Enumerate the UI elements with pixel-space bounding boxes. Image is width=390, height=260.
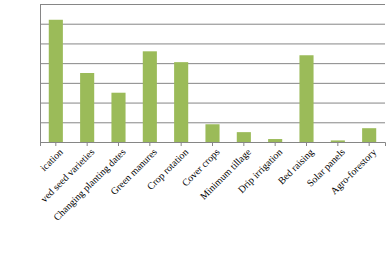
bar — [331, 140, 345, 142]
grid-line — [40, 24, 385, 25]
bar — [205, 124, 219, 142]
x-tick-label: ved seed varieties — [38, 146, 96, 204]
x-tick-mark — [87, 142, 88, 146]
x-tick-mark — [337, 142, 338, 146]
x-tick: ication — [38, 142, 65, 173]
x-tick-mark — [118, 142, 119, 146]
bar — [49, 20, 63, 142]
x-axis: icationved seed varietiesChanging planti… — [38, 142, 386, 223]
x-tick-mark — [369, 142, 370, 146]
x-tick-mark — [306, 142, 307, 146]
x-tick-mark — [275, 142, 276, 146]
x-tick-label: ication — [38, 146, 65, 173]
bar — [80, 73, 94, 142]
chart: icationved seed varietiesChanging planti… — [0, 0, 390, 260]
bar — [299, 55, 313, 142]
bar — [362, 128, 376, 142]
y-tick — [40, 43, 385, 44]
bar — [174, 62, 188, 142]
x-tick-label: Drip irrigation — [236, 146, 285, 195]
x-tick: ved seed varieties — [38, 142, 96, 204]
x-tick: Agro-forestory — [328, 142, 378, 196]
bar — [111, 93, 125, 142]
x-axis-line — [41, 143, 386, 147]
x-tick: Drip irrigation — [236, 142, 285, 195]
y-tick — [40, 4, 385, 5]
x-tick-mark — [55, 142, 56, 146]
plot: icationved seed varietiesChanging planti… — [38, 5, 386, 223]
x-tick-label: Agro-forestory — [328, 146, 378, 196]
grid-line — [40, 4, 385, 5]
x-tick-mark — [149, 142, 150, 146]
x-tick-mark — [181, 142, 182, 146]
y-tick — [40, 63, 385, 64]
x-tick-label: Minimum tillage — [198, 146, 254, 202]
y-tick — [40, 24, 385, 25]
x-tick-mark — [212, 142, 213, 146]
y-axis-line — [41, 5, 386, 143]
bars — [49, 20, 376, 142]
bar — [143, 51, 157, 142]
bar — [237, 132, 251, 142]
y-axis — [40, 5, 385, 143]
grid-line — [40, 63, 385, 64]
grid-line — [40, 43, 385, 44]
bar — [268, 139, 282, 142]
x-tick-mark — [243, 142, 244, 146]
